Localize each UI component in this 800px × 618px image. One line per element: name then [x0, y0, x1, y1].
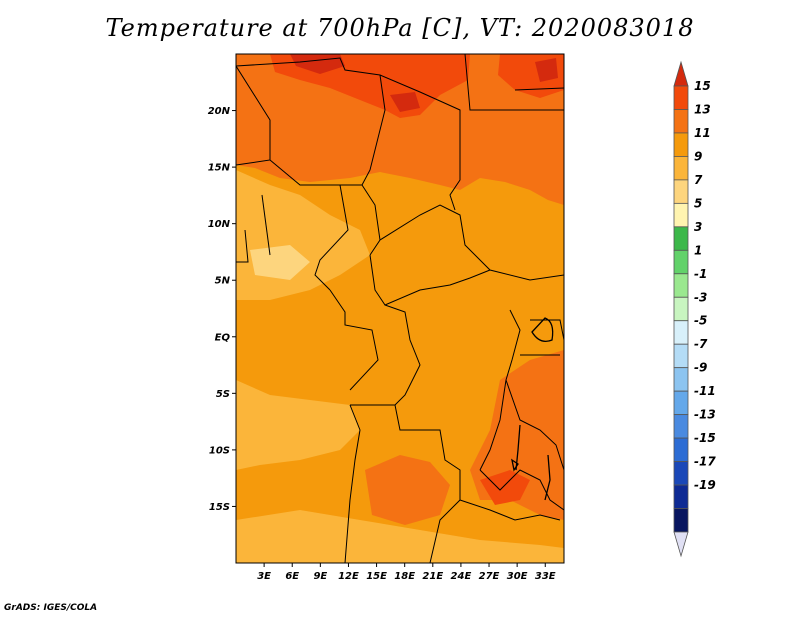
colorbar-label: 1 [694, 243, 702, 257]
colorbar-swatch [673, 461, 689, 486]
lat-tick-label: 5N [215, 276, 231, 287]
colorbar-label: 3 [694, 220, 702, 234]
lon-tick-label: 24E [451, 571, 472, 582]
colorbar-swatch [673, 273, 689, 298]
colorbar-swatch [673, 343, 689, 369]
lat-tick-label: 10S [209, 445, 230, 456]
map-frame [235, 53, 565, 564]
lon-tick-label: 27E [479, 571, 500, 582]
colorbar-label: -5 [694, 314, 707, 328]
latitude-axis: 20N 15N 10N 5N EQ 5S 10S 15S [208, 106, 236, 513]
colorbar-label: -13 [694, 408, 716, 422]
colorbar-swatch [673, 437, 689, 462]
colorbar-swatch [673, 367, 689, 392]
lat-tick-label: 15N [208, 163, 231, 174]
colorbar-swatch [673, 484, 689, 509]
lon-tick-label: 6E [285, 571, 299, 582]
colorbar-label: -11 [694, 384, 716, 398]
field-core-15C-c [535, 58, 558, 82]
colorbar-swatch [673, 296, 689, 322]
map-title: Temperature at 700hPa [C], VT: 202008301… [105, 14, 695, 42]
colorbar-swatch [673, 109, 689, 134]
lat-tick-label: EQ [215, 332, 231, 343]
grads-credit: GrADS: IGES/COLA [4, 603, 98, 613]
colorbar-swatch [673, 508, 689, 533]
lat-tick-label: 5S [216, 389, 230, 400]
colorbar-label: 5 [694, 196, 702, 210]
colorbar: 15 13 11 9 7 5 3 1 -1 -3 -5 -7 -9 -11 -13 -15 -17 -19 [673, 60, 716, 558]
colorbar-label: 15 [694, 79, 711, 93]
colorbar-label: -1 [694, 267, 707, 281]
colorbar-swatch [673, 414, 689, 439]
lat-tick-label: 10N [208, 219, 231, 230]
colorbar-swatch [673, 85, 689, 110]
colorbar-swatch [673, 179, 689, 204]
colorbar-swatch [673, 202, 689, 228]
colorbar-label: 7 [694, 173, 703, 187]
country-borders [236, 54, 564, 563]
lon-tick-label: 12E [338, 571, 359, 582]
longitude-axis: 3E 6E 9E 12E 15E 18E 21E 24E 27E 30E 33E [257, 563, 556, 582]
colorbar-label: -7 [694, 337, 708, 351]
colorbar-label: 9 [694, 149, 702, 163]
colorbar-top-arrow [673, 60, 689, 87]
colorbar-swatch [673, 390, 689, 416]
field-patch-7C-sw [236, 380, 360, 470]
colorbar-bottom-arrow [673, 531, 689, 558]
lake-outlines [511, 317, 554, 501]
lon-tick-label: 21E [422, 571, 443, 582]
field-patch-7C-south [236, 510, 564, 563]
field-band-11C-north [236, 54, 564, 205]
lon-tick-label: 30E [507, 571, 528, 582]
colorbar-swatch [673, 132, 689, 157]
lon-tick-label: 18E [394, 571, 415, 582]
lon-tick-label: 15E [366, 571, 387, 582]
colorbar-label: -19 [694, 478, 716, 492]
colorbar-label: 13 [694, 102, 711, 116]
colorbar-swatch [673, 226, 689, 251]
colorbar-label: -3 [694, 290, 707, 304]
colorbar-swatch [673, 249, 689, 275]
lat-tick-label: 20N [208, 106, 231, 117]
colorbar-swatch [673, 320, 689, 345]
colorbar-swatch [673, 156, 689, 181]
field-patch-13C-se [480, 470, 530, 505]
temperature-field [236, 54, 564, 563]
colorbar-label: -15 [694, 431, 716, 445]
colorbar-label: -9 [694, 361, 707, 375]
colorbar-label: 11 [694, 126, 711, 140]
lon-tick-label: 33E [535, 571, 556, 582]
lon-tick-label: 9E [313, 571, 327, 582]
field-patch-5C [250, 245, 310, 280]
lon-tick-label: 3E [257, 571, 271, 582]
field-patch-11C-angola [365, 455, 450, 525]
lat-tick-label: 15S [209, 502, 230, 513]
colorbar-label: -17 [694, 455, 716, 469]
field-core-15C-b [390, 92, 420, 112]
